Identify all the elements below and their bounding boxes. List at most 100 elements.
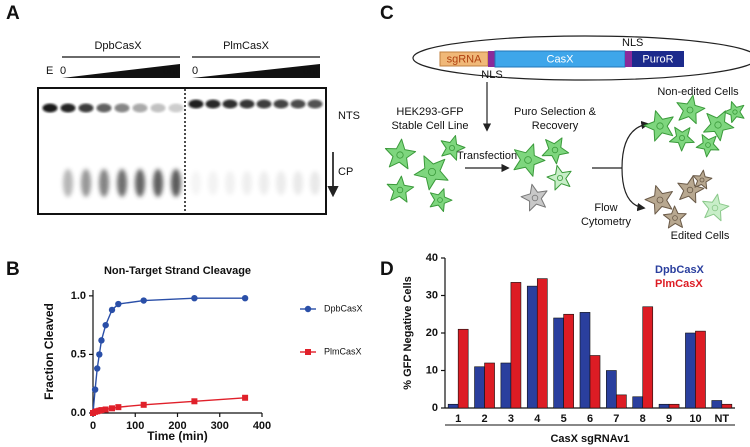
bar — [685, 332, 696, 409]
nucleus — [448, 144, 455, 151]
edited-label: Edited Cells — [671, 230, 730, 242]
plasmid — [412, 35, 750, 81]
panel-label: B — [6, 259, 20, 280]
nucleus — [714, 121, 722, 129]
x-tick-label: 10 — [689, 413, 701, 425]
nts-band — [132, 103, 148, 113]
cell — [546, 164, 572, 191]
bar — [658, 403, 670, 409]
nts-band — [78, 103, 94, 113]
marker — [241, 295, 249, 302]
nls-box — [625, 51, 632, 67]
time-label: 0 — [60, 65, 66, 77]
cell — [669, 126, 695, 152]
nts-band — [307, 99, 323, 109]
cell — [413, 155, 449, 191]
cp-band — [208, 171, 218, 195]
cell — [676, 94, 706, 125]
cp-band — [171, 169, 181, 197]
legend-label: PlmCasX — [324, 346, 362, 356]
bar — [589, 355, 601, 409]
legend-label: DpbCasX — [655, 264, 705, 276]
nts-band — [60, 103, 76, 113]
sgrna-label: sgRNA — [447, 53, 483, 65]
bar — [510, 282, 522, 409]
puro-box — [632, 51, 684, 67]
cp-band — [276, 171, 286, 195]
x-tick-label: 1 — [455, 413, 461, 425]
nucleus — [679, 134, 686, 141]
marker — [98, 337, 105, 344]
nucleus — [656, 122, 664, 130]
non-edited-label: Non-edited Cells — [657, 86, 739, 98]
cp-band — [81, 169, 91, 197]
bar — [553, 317, 564, 409]
cp-band — [99, 169, 109, 197]
marker — [94, 365, 101, 372]
x-tick-label: 3 — [508, 413, 514, 425]
gel-panel: DpbCasX PlmCasX E 0 6hr 0 6hr NTS CP — [37, 40, 360, 215]
marker — [115, 404, 122, 411]
nls-label: NLS — [622, 37, 643, 49]
series-line — [92, 297, 246, 414]
x-tick-label: 200 — [168, 420, 186, 432]
nls-box — [488, 51, 495, 67]
panel-label: A — [6, 3, 20, 24]
bar — [711, 400, 723, 409]
x-tick-label: 6 — [587, 413, 593, 425]
cp-band — [225, 171, 235, 195]
cell — [702, 193, 730, 222]
bar — [632, 396, 644, 409]
legend-label: PlmCasX — [655, 278, 703, 290]
x-tick-label: 300 — [211, 420, 229, 432]
cp-band — [310, 171, 320, 195]
bar — [642, 306, 654, 409]
nucleus — [557, 174, 564, 181]
nts-band — [114, 103, 130, 113]
marker — [96, 351, 103, 358]
cp-band — [135, 169, 145, 197]
nts-band — [150, 103, 166, 113]
marker — [102, 406, 109, 413]
sorting-label: Cytometry — [581, 216, 632, 228]
cell — [429, 188, 453, 212]
y-tick-label: 0 — [432, 402, 438, 414]
cell — [384, 138, 417, 170]
y-tick-label: 1.0 — [71, 290, 86, 302]
x-tick-label: 2 — [481, 413, 487, 425]
y-tick-label: 10 — [426, 364, 438, 376]
time-label: 6hr — [303, 65, 319, 77]
y-tick-label: 0.0 — [71, 407, 86, 419]
marker — [102, 321, 109, 329]
cell — [520, 183, 548, 212]
band-label: NTS — [338, 110, 360, 122]
cell — [703, 110, 735, 142]
nts-band — [96, 103, 112, 113]
y-tick-label: 30 — [426, 289, 438, 301]
cell — [692, 169, 713, 190]
cell — [695, 134, 720, 158]
x-tick-label: NT — [714, 413, 729, 425]
cell — [440, 135, 466, 161]
cell — [662, 205, 687, 229]
sorting-label: Flow — [594, 202, 617, 214]
bar — [526, 285, 538, 409]
marker — [109, 405, 116, 412]
puro-label: PuroR — [642, 53, 673, 65]
nts-band — [290, 99, 306, 109]
bar — [721, 403, 733, 409]
cell — [677, 175, 705, 204]
marker — [191, 295, 198, 302]
marker — [242, 394, 249, 401]
cell — [386, 175, 415, 203]
panel-label: D — [380, 259, 394, 280]
x-tick-label: 5 — [561, 413, 567, 425]
group-label: DpbCasX — [94, 40, 142, 52]
cp-band — [63, 169, 73, 197]
bar — [668, 403, 680, 409]
time-wedge — [62, 64, 180, 78]
nucleus — [656, 196, 664, 204]
x-tick-label: 0 — [90, 420, 96, 432]
nucleus — [732, 109, 738, 115]
